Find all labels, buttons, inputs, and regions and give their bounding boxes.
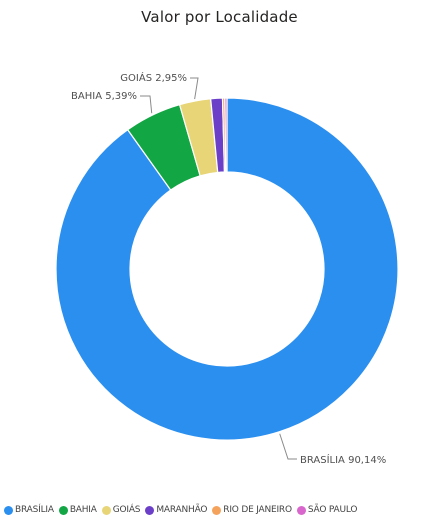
data-label-bahia: BAHIA 5,39% xyxy=(71,91,137,102)
legend-label-maranhao: MARANHÃO xyxy=(156,505,208,515)
slice-brasilia[interactable] xyxy=(55,97,399,441)
chart-legend: BRASÍLIA BAHIA GOIÁS MARANHÃO RIO DE JANEIRO… xyxy=(4,505,439,515)
leader-line-goias xyxy=(190,77,199,100)
legend-label-brasilia: BRASÍLIA xyxy=(15,505,54,515)
legend-label-sao-paulo: SÃO PAULO xyxy=(307,505,358,515)
leader-line-bahia xyxy=(140,95,153,114)
slice-sao-paulo[interactable] xyxy=(224,97,228,173)
legend-label-goias: GOIÁS xyxy=(112,505,141,515)
legend-item-sao-paulo[interactable]: SÃO PAULO xyxy=(296,505,358,515)
legend-marker-sao-paulo xyxy=(296,505,306,515)
legend-marker-brasilia xyxy=(4,505,13,515)
legend-item-goias[interactable]: GOIÁS xyxy=(101,505,141,515)
data-label-goias: GOIÁS 2,95% xyxy=(120,71,187,84)
legend-label-rio-de-janeiro: RIO DE JANEIRO xyxy=(223,505,292,515)
leader-line-brasilia xyxy=(279,433,297,460)
legend-item-bahia[interactable]: BAHIA xyxy=(58,505,97,515)
legend-marker-rio-de-janeiro xyxy=(212,505,222,515)
legend-item-maranhao[interactable]: MARANHÃO xyxy=(145,505,207,515)
legend-marker-goias xyxy=(101,505,111,515)
legend-label-bahia: BAHIA xyxy=(69,505,97,515)
chart-title: Valor por Localidade xyxy=(141,8,298,26)
data-label-brasilia: BRASÍLIA 90,14% xyxy=(300,453,386,466)
legend-marker-maranhao xyxy=(145,505,155,515)
legend-marker-bahia xyxy=(58,505,68,515)
legend-item-brasilia[interactable]: BRASÍLIA xyxy=(4,505,54,515)
legend-item-rio-de-janeiro[interactable]: RIO DE JANEIRO xyxy=(212,505,292,515)
